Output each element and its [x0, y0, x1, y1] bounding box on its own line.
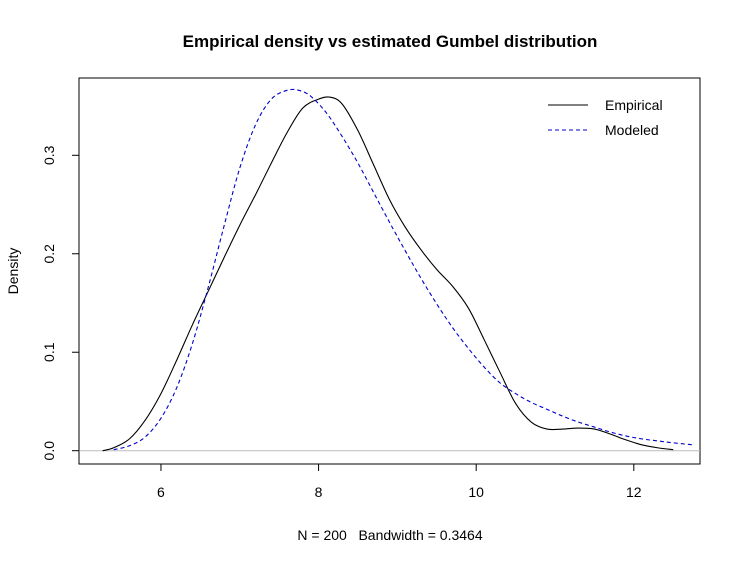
chart-title: Empirical density vs estimated Gumbel di…	[183, 32, 598, 51]
y-tick-label: 0.0	[41, 441, 57, 461]
x-tick-label: 10	[468, 484, 484, 500]
y-tick-label: 0.2	[41, 244, 57, 264]
x-tick-label: 12	[626, 484, 642, 500]
x-axis-label: N = 200 Bandwidth = 0.3464	[297, 527, 482, 543]
series-line-modeled	[113, 88, 693, 451]
legend-label-empirical: Empirical	[605, 97, 663, 113]
y-tick-label: 0.3	[41, 145, 57, 165]
y-tick-label: 0.1	[41, 342, 57, 362]
x-tick-label: 8	[315, 484, 323, 500]
y-axis: 0.0 0.1 0.2 0.3	[41, 145, 80, 461]
legend-label-modeled: Modeled	[605, 122, 659, 138]
legend: Empirical Modeled	[548, 97, 663, 138]
x-tick-label: 6	[157, 484, 165, 500]
y-axis-label: Density	[5, 248, 21, 295]
series-line-empirical	[102, 96, 674, 452]
series-layer	[102, 88, 693, 452]
x-axis: 6 8 10 12	[157, 463, 642, 500]
